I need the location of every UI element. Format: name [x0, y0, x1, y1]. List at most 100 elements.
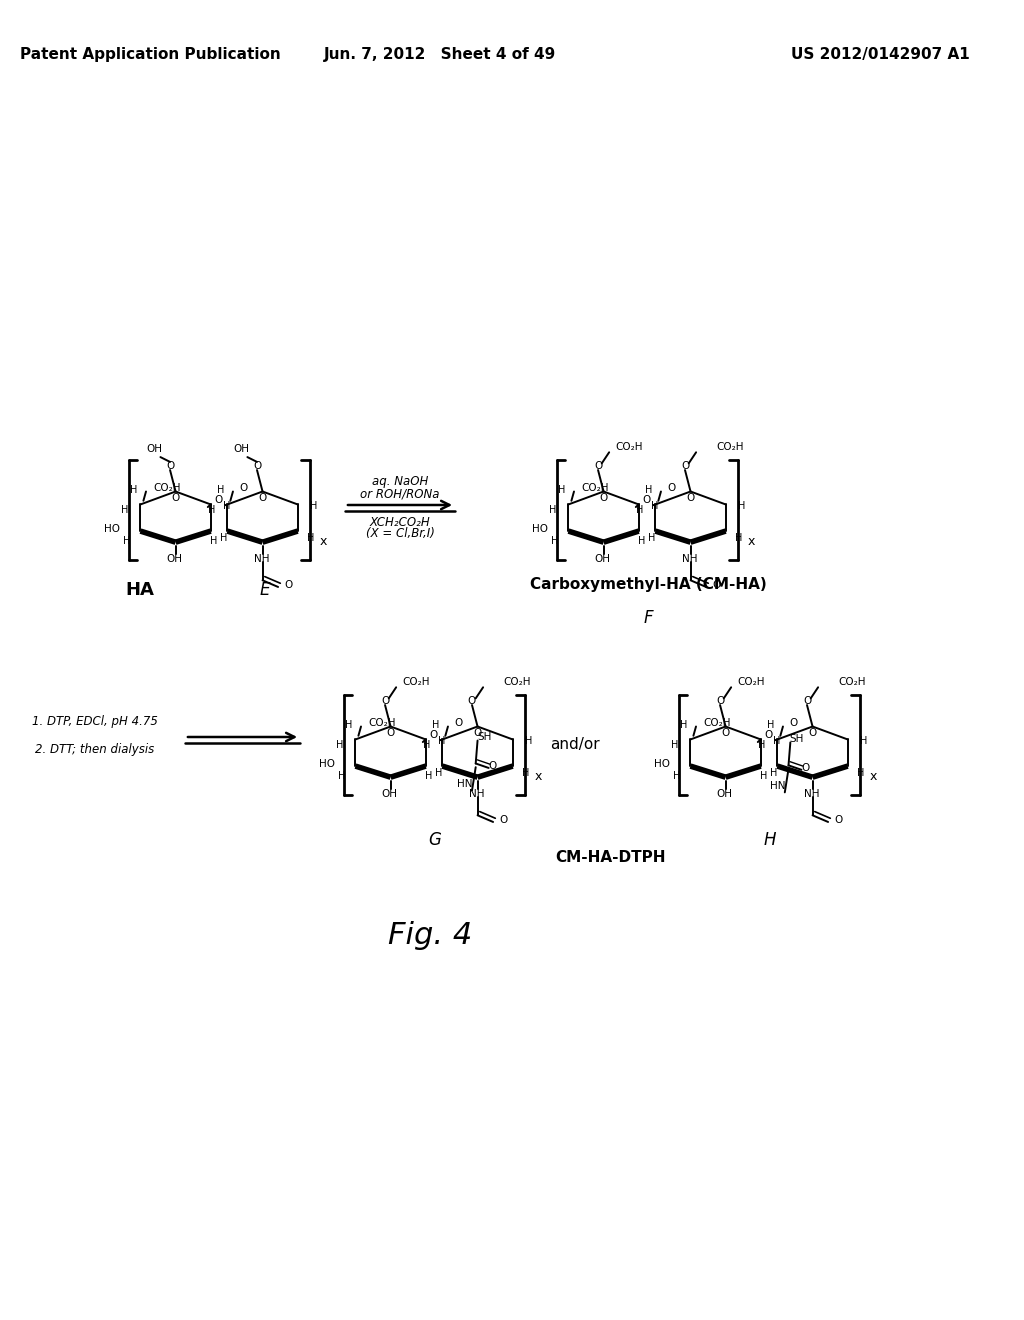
Text: O: O — [455, 718, 463, 727]
Text: O: O — [808, 729, 817, 738]
Text: H: H — [522, 768, 529, 779]
Text: NH: NH — [682, 554, 697, 564]
Text: 2. DTT; then dialysis: 2. DTT; then dialysis — [36, 743, 155, 756]
Text: NH: NH — [254, 554, 269, 564]
Text: H: H — [671, 741, 679, 750]
Text: HA: HA — [126, 581, 155, 599]
Text: OH: OH — [382, 789, 398, 799]
Text: H: H — [764, 832, 776, 849]
Text: H: H — [425, 771, 432, 781]
Text: H: H — [680, 721, 687, 730]
Text: O: O — [468, 696, 476, 706]
Text: O: O — [790, 718, 798, 727]
Text: H: H — [735, 533, 742, 544]
Text: CO₂H: CO₂H — [615, 442, 643, 451]
Text: H: H — [123, 536, 130, 546]
Text: O: O — [599, 494, 607, 503]
Text: H: H — [770, 768, 777, 779]
Text: NH: NH — [469, 789, 484, 799]
Text: H: H — [423, 741, 430, 750]
Text: OH: OH — [233, 444, 249, 454]
Text: CO₂H: CO₂H — [717, 442, 744, 451]
Text: O: O — [681, 461, 689, 471]
Text: H: H — [222, 502, 230, 511]
Text: O: O — [285, 579, 293, 590]
Text: Carboxymethyl-HA (CM-HA): Carboxymethyl-HA (CM-HA) — [529, 578, 766, 593]
Text: H: H — [435, 768, 442, 779]
Text: H: H — [121, 506, 129, 515]
Text: OH: OH — [595, 554, 611, 564]
Text: H: H — [737, 502, 744, 511]
Text: O: O — [166, 461, 174, 471]
Text: XCH₂CO₂H: XCH₂CO₂H — [370, 516, 430, 528]
Text: H: H — [437, 737, 445, 746]
Text: H: H — [760, 771, 767, 781]
Text: 1. DTP, EDCl, pH 4.75: 1. DTP, EDCl, pH 4.75 — [32, 715, 158, 729]
Text: H: H — [650, 502, 658, 511]
Text: O: O — [835, 816, 843, 825]
Text: O: O — [764, 730, 772, 739]
Text: O: O — [713, 579, 721, 590]
Text: H: H — [208, 506, 215, 515]
Text: H: H — [551, 536, 558, 546]
Text: F: F — [643, 609, 653, 627]
Text: H: H — [309, 502, 316, 511]
Text: CO₂H: CO₂H — [369, 718, 396, 727]
Text: Jun. 7, 2012  Sheet 4 of 49: Jun. 7, 2012 Sheet 4 of 49 — [324, 48, 556, 62]
Text: CO₂H: CO₂H — [154, 483, 181, 492]
Text: and/or: and/or — [550, 738, 600, 752]
Text: SH: SH — [477, 731, 492, 742]
Text: O: O — [171, 494, 180, 503]
Text: Fig. 4: Fig. 4 — [388, 920, 472, 949]
Text: O: O — [803, 696, 811, 706]
Text: O: O — [500, 816, 508, 825]
Text: x: x — [870, 770, 878, 783]
Text: E: E — [260, 581, 270, 599]
Text: Patent Application Publication: Patent Application Publication — [19, 48, 281, 62]
Text: G: G — [429, 832, 441, 849]
Text: HO: HO — [654, 759, 670, 770]
Text: H: H — [220, 533, 227, 544]
Text: x: x — [748, 535, 756, 548]
Text: HO: HO — [319, 759, 335, 770]
Text: H: H — [345, 721, 352, 730]
Text: x: x — [319, 535, 328, 548]
Text: US 2012/0142907 A1: US 2012/0142907 A1 — [791, 48, 970, 62]
Text: O: O — [429, 730, 437, 739]
Text: O: O — [722, 729, 730, 738]
Text: O: O — [801, 763, 809, 774]
Text: CM-HA-DTPH: CM-HA-DTPH — [555, 850, 666, 866]
Text: x: x — [535, 770, 543, 783]
Text: H: H — [758, 741, 766, 750]
Text: CO₂H: CO₂H — [504, 677, 531, 686]
Text: aq. NaOH: aq. NaOH — [372, 475, 428, 488]
Text: H: H — [524, 737, 531, 746]
Text: O: O — [716, 696, 724, 706]
Text: H: H — [338, 771, 345, 781]
Text: H: H — [217, 486, 224, 495]
Text: H: H — [648, 533, 655, 544]
Text: CO₂H: CO₂H — [839, 677, 866, 686]
Text: O: O — [381, 696, 389, 706]
Text: O: O — [258, 494, 266, 503]
Text: HN: HN — [457, 779, 472, 789]
Text: H: H — [767, 721, 774, 730]
Text: O: O — [488, 762, 497, 771]
Text: H: H — [859, 737, 867, 746]
Text: H: H — [432, 721, 439, 730]
Text: H: H — [638, 536, 645, 546]
Text: H: H — [857, 768, 864, 779]
Text: O: O — [594, 461, 602, 471]
Text: O: O — [686, 494, 694, 503]
Text: O: O — [642, 495, 650, 504]
Text: OH: OH — [167, 554, 183, 564]
Text: CO₂H: CO₂H — [737, 677, 765, 686]
Text: CO₂H: CO₂H — [703, 718, 731, 727]
Text: H: H — [558, 486, 565, 495]
Text: HN: HN — [770, 780, 785, 791]
Text: O: O — [214, 495, 222, 504]
Text: O: O — [386, 729, 394, 738]
Text: H: H — [673, 771, 680, 781]
Text: (X = Cl,Br,I): (X = Cl,Br,I) — [366, 528, 434, 540]
Text: NH: NH — [804, 789, 819, 799]
